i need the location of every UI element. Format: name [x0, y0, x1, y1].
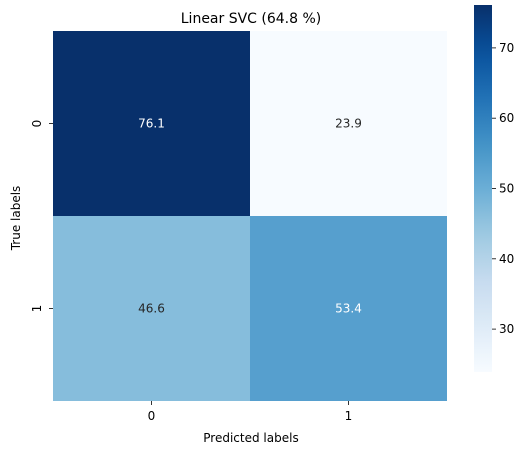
heatmap-cells: 76.1 23.9 46.6 53.4 — [53, 31, 447, 401]
colorbar-tick-label: 30 — [499, 322, 514, 336]
colorbar-gradient — [474, 5, 492, 372]
heatmap-cell — [250, 31, 447, 216]
cell-value-label: 23.9 — [335, 117, 362, 131]
colorbar-tick-label: 60 — [499, 111, 514, 125]
cell-value-label: 76.1 — [138, 117, 165, 131]
colorbar-tick-label: 50 — [499, 182, 514, 196]
colorbar-tick-label: 40 — [499, 252, 514, 266]
x-tick-label: 0 — [148, 409, 156, 423]
y-tick-label: 0 — [30, 120, 44, 128]
y-tick-label: 1 — [30, 305, 44, 313]
heatmap-cell — [250, 216, 447, 401]
colorbar: 30 40 50 60 70 — [474, 5, 514, 372]
y-axis-label: True labels — [9, 186, 23, 252]
heatmap-cell — [53, 31, 250, 216]
x-axis-label: Predicted labels — [203, 431, 298, 445]
chart-title: Linear SVC (64.8 %) — [181, 11, 322, 27]
cell-value-label: 53.4 — [335, 302, 362, 316]
x-tick-label: 1 — [345, 409, 353, 423]
colorbar-tick-label: 70 — [499, 41, 514, 55]
heatmap-cell — [53, 216, 250, 401]
cell-value-label: 46.6 — [138, 302, 165, 316]
y-axis-ticks: 01 — [30, 120, 53, 313]
